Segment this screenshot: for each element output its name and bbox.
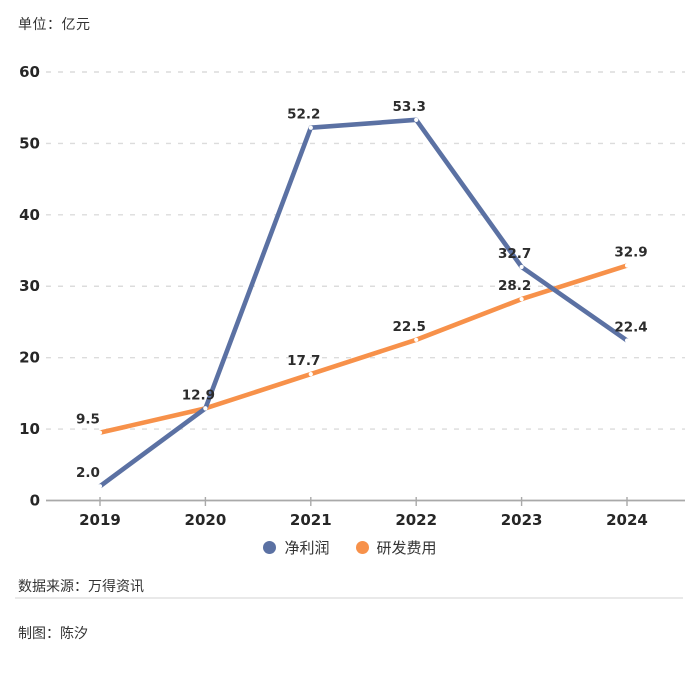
data-point <box>97 430 103 435</box>
data-label: 9.5 <box>76 412 100 428</box>
data-point <box>97 484 103 489</box>
data-label: 17.7 <box>287 353 320 369</box>
chart-credit-text: 制图：陈汐 <box>18 626 88 642</box>
series-line-净利润 <box>98 117 629 489</box>
data-point <box>414 337 419 342</box>
legend-label-rd-expense: 研发费用 <box>376 539 437 557</box>
data-point <box>624 338 630 343</box>
data-point <box>308 125 313 130</box>
chart-legend: 净利润 研发费用 <box>0 537 700 558</box>
rd-expense-dot-icon <box>355 541 369 554</box>
x-tick-label: 2020 <box>185 511 227 529</box>
data-label: 32.7 <box>498 246 531 262</box>
data-source-text: 数据来源：万得资讯 <box>18 579 144 595</box>
legend-item-net-profit: 净利润 <box>263 537 330 558</box>
data-label: 12.9 <box>182 387 215 403</box>
x-tick-label: 2022 <box>395 511 437 529</box>
y-tick-label: 40 <box>19 206 40 224</box>
data-point <box>624 263 630 268</box>
data-point <box>414 117 419 122</box>
data-label: 32.9 <box>614 245 647 261</box>
data-label: 22.4 <box>614 320 647 336</box>
data-label: 53.3 <box>393 99 426 115</box>
net-profit-dot-icon <box>263 541 277 554</box>
y-tick-label: 50 <box>19 134 40 152</box>
unit-label: 单位：亿元 <box>18 17 91 33</box>
y-tick-label: 30 <box>19 277 40 295</box>
footer-divider <box>15 597 683 599</box>
x-tick-label: 2024 <box>606 511 648 529</box>
legend-item-rd-expense: 研发费用 <box>355 537 437 558</box>
y-tick-label: 20 <box>19 349 40 367</box>
x-tick-label: 2019 <box>79 511 121 529</box>
data-point <box>519 264 524 270</box>
data-point <box>519 297 524 302</box>
data-point <box>203 406 208 411</box>
y-tick-label: 60 <box>19 63 40 81</box>
data-label: 52.2 <box>287 107 320 123</box>
x-tick-label: 2023 <box>501 511 543 529</box>
y-tick-label: 0 <box>30 492 40 510</box>
data-label: 2.0 <box>76 465 100 481</box>
y-tick-label: 10 <box>19 420 40 438</box>
x-tick-label: 2021 <box>290 511 332 529</box>
data-label: 28.2 <box>498 278 531 294</box>
legend-label-net-profit: 净利润 <box>284 539 330 557</box>
data-point <box>308 371 313 377</box>
line-chart: 0 10 20 30 40 50 60 2019 2020 2021 2022 2023 2024 2.0… <box>19 63 685 529</box>
data-label: 22.5 <box>393 319 426 335</box>
series-line-研发费用 <box>99 263 628 435</box>
